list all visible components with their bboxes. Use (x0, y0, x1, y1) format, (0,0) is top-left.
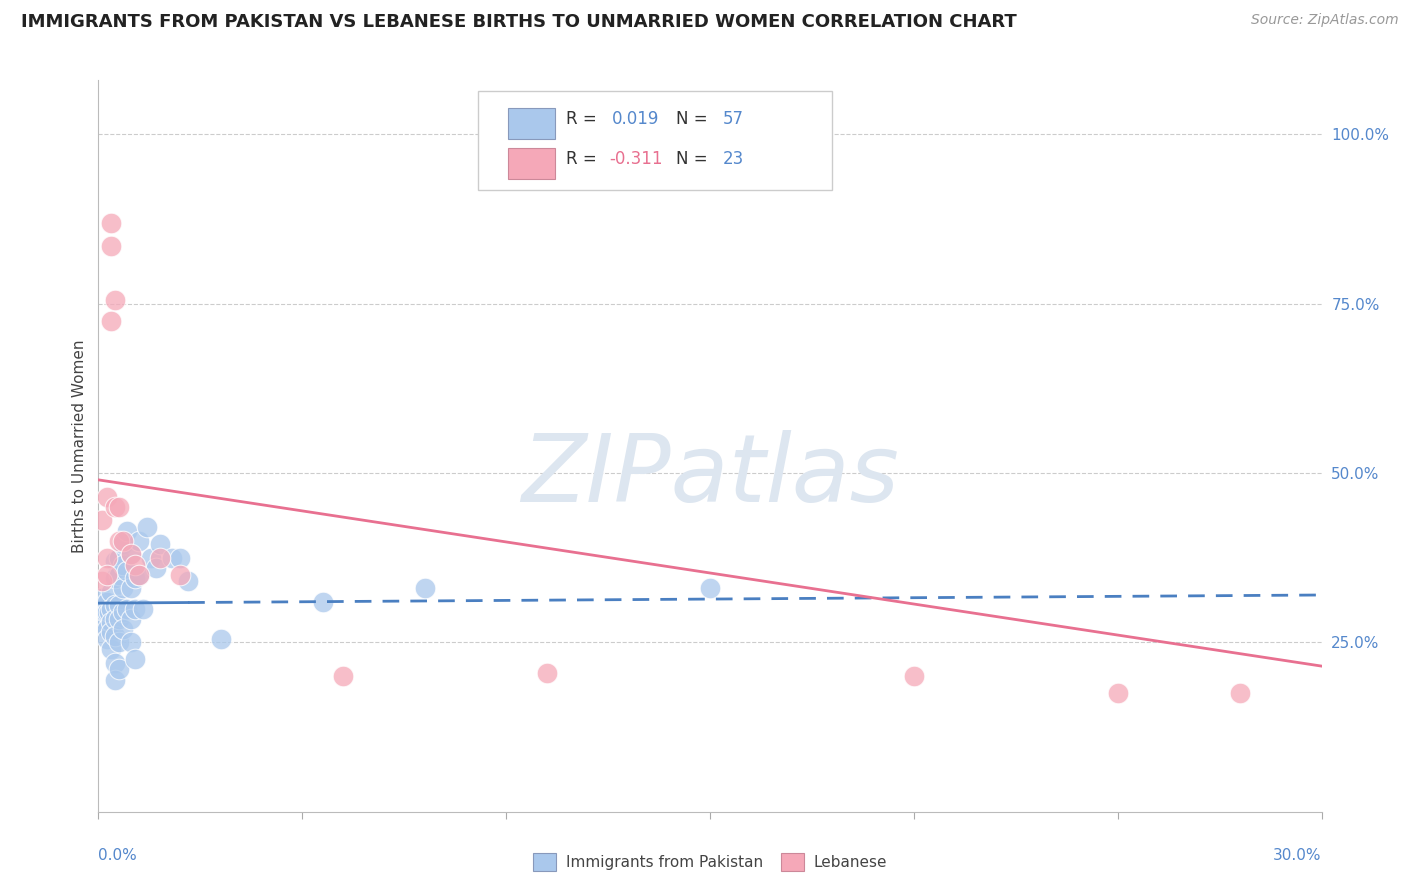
Point (104, 673, 127, 687)
Text: N =: N = (676, 110, 713, 128)
Point (100, 215, 122, 229)
Point (108, 533, 131, 548)
Point (91, 598, 114, 612)
Point (104, 293, 127, 308)
Point (91, 591, 114, 606)
Point (413, 581, 436, 595)
Point (124, 571, 146, 585)
Point (104, 629, 127, 643)
Text: -0.311: -0.311 (610, 150, 664, 168)
Point (141, 550, 163, 565)
Point (115, 601, 138, 615)
Point (111, 622, 134, 636)
FancyBboxPatch shape (508, 148, 555, 179)
Point (100, 601, 122, 615)
Point (91, 574, 114, 589)
Point (177, 574, 200, 589)
Point (124, 558, 146, 572)
Text: 0.019: 0.019 (612, 110, 659, 128)
Point (120, 547, 142, 561)
Point (128, 533, 150, 548)
Text: Source: ZipAtlas.com: Source: ZipAtlas.com (1251, 13, 1399, 28)
Point (108, 500, 131, 514)
Point (96, 567, 118, 582)
Point (699, 581, 721, 595)
Point (104, 598, 127, 612)
Text: IMMIGRANTS FROM PAKISTAN VS LEBANESE BIRTHS TO UNMARRIED WOMEN CORRELATION CHART: IMMIGRANTS FROM PAKISTAN VS LEBANESE BIR… (21, 13, 1017, 31)
Point (108, 663, 131, 677)
Text: R =: R = (565, 150, 602, 168)
Point (97, 605, 120, 619)
Point (209, 632, 232, 646)
Point (120, 635, 142, 649)
Point (91, 514, 114, 528)
Point (111, 537, 134, 551)
Text: 30.0%: 30.0% (1274, 848, 1322, 863)
Point (108, 567, 131, 582)
Point (332, 669, 354, 683)
Point (115, 524, 138, 538)
Point (108, 612, 131, 626)
Point (1229, 686, 1251, 700)
Point (96, 490, 118, 504)
Point (312, 595, 335, 609)
Point (96, 605, 118, 619)
Point (108, 550, 131, 565)
Point (104, 500, 127, 514)
Point (96, 622, 118, 636)
Point (149, 537, 172, 551)
Text: ZIPatlas: ZIPatlas (522, 430, 898, 521)
Text: 23: 23 (723, 150, 744, 168)
Text: 0.0%: 0.0% (98, 848, 138, 863)
Point (115, 564, 138, 578)
FancyBboxPatch shape (478, 91, 832, 190)
Point (100, 584, 122, 599)
Y-axis label: Births to Unmarried Women: Births to Unmarried Women (72, 339, 87, 553)
Point (132, 601, 155, 615)
Point (120, 547, 142, 561)
Point (96, 550, 118, 565)
Point (100, 625, 122, 640)
Point (169, 550, 191, 565)
Point (128, 567, 150, 582)
Point (111, 558, 134, 572)
Point (120, 581, 142, 595)
Point (136, 520, 159, 534)
Point (111, 581, 134, 595)
Point (100, 314, 122, 328)
Point (100, 239, 122, 253)
Legend: Immigrants from Pakistan, Lebanese: Immigrants from Pakistan, Lebanese (527, 847, 893, 877)
Point (104, 612, 127, 626)
Point (100, 642, 122, 657)
Text: R =: R = (565, 110, 602, 128)
Point (91, 618, 114, 632)
Point (104, 656, 127, 670)
Point (108, 635, 131, 649)
Point (108, 598, 131, 612)
Point (128, 567, 150, 582)
Point (536, 665, 558, 680)
Point (111, 533, 134, 548)
Point (169, 567, 191, 582)
Point (104, 571, 127, 585)
Point (160, 550, 183, 565)
Point (96, 595, 118, 609)
Point (96, 632, 118, 646)
Point (149, 550, 172, 565)
FancyBboxPatch shape (508, 108, 555, 139)
Point (903, 669, 925, 683)
Point (1107, 686, 1129, 700)
Point (104, 554, 127, 568)
Point (100, 615, 122, 629)
Point (120, 612, 142, 626)
Text: N =: N = (676, 150, 713, 168)
Text: 57: 57 (723, 110, 744, 128)
Point (93, 605, 115, 619)
Point (124, 601, 146, 615)
Point (91, 612, 114, 626)
Point (111, 605, 134, 619)
Point (124, 652, 146, 666)
Point (145, 561, 167, 575)
